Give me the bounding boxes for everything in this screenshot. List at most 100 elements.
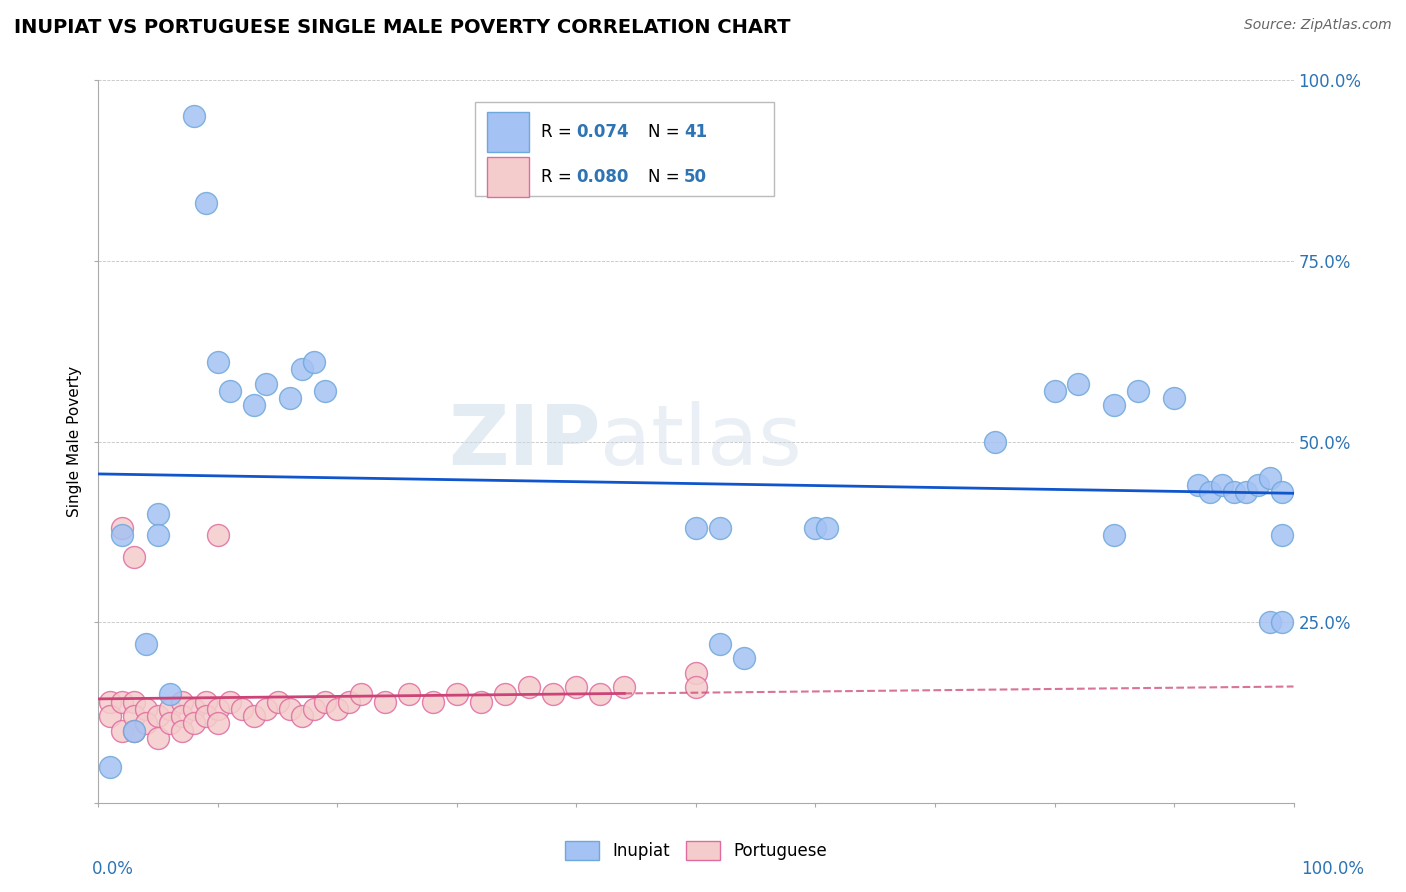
FancyBboxPatch shape <box>486 157 529 197</box>
Text: 50: 50 <box>685 168 707 186</box>
Point <box>207 528 229 542</box>
Point <box>470 695 492 709</box>
FancyBboxPatch shape <box>486 112 529 152</box>
Point <box>111 528 134 542</box>
Point <box>291 362 314 376</box>
Point <box>315 384 337 398</box>
Point <box>339 695 361 709</box>
Point <box>1128 384 1150 398</box>
Point <box>1043 384 1066 398</box>
Point <box>254 376 277 391</box>
Point <box>291 709 314 723</box>
Text: Source: ZipAtlas.com: Source: ZipAtlas.com <box>1244 18 1392 32</box>
Text: 41: 41 <box>685 123 707 141</box>
Point <box>135 716 157 731</box>
Point <box>207 702 229 716</box>
Point <box>589 687 612 701</box>
Point <box>124 709 146 723</box>
Point <box>148 507 170 521</box>
Point <box>219 695 242 709</box>
Point <box>183 716 205 731</box>
Point <box>1258 470 1281 484</box>
Text: 0.0%: 0.0% <box>91 860 134 878</box>
Point <box>159 687 181 701</box>
Point <box>1234 485 1257 500</box>
Point <box>494 687 516 701</box>
Point <box>1271 528 1294 542</box>
Text: N =: N = <box>648 168 685 186</box>
Text: INUPIAT VS PORTUGUESE SINGLE MALE POVERTY CORRELATION CHART: INUPIAT VS PORTUGUESE SINGLE MALE POVERT… <box>14 18 790 37</box>
Text: ZIP: ZIP <box>449 401 600 482</box>
Point <box>254 702 277 716</box>
Point <box>135 637 157 651</box>
Point <box>231 702 253 716</box>
Text: R =: R = <box>541 123 576 141</box>
Point <box>278 391 301 405</box>
Point <box>195 695 218 709</box>
Point <box>815 521 838 535</box>
Point <box>195 709 218 723</box>
Point <box>111 695 134 709</box>
Point <box>302 355 325 369</box>
Point <box>685 521 707 535</box>
Text: 0.074: 0.074 <box>576 123 628 141</box>
Point <box>148 709 170 723</box>
Point <box>1104 528 1126 542</box>
Point <box>98 709 122 723</box>
Point <box>243 398 266 412</box>
Point <box>243 709 266 723</box>
Point <box>1223 485 1246 500</box>
Point <box>195 196 218 211</box>
Point <box>541 687 564 701</box>
Text: N =: N = <box>648 123 685 141</box>
Point <box>1258 615 1281 630</box>
Point <box>984 434 1007 449</box>
Point <box>709 637 731 651</box>
Point <box>315 695 337 709</box>
Point <box>172 723 194 738</box>
Point <box>172 695 194 709</box>
Point <box>709 521 731 535</box>
Point <box>219 384 242 398</box>
Point <box>183 702 205 716</box>
Point <box>98 760 122 774</box>
Point <box>1187 478 1209 492</box>
Point <box>1163 391 1185 405</box>
Point <box>804 521 827 535</box>
Point <box>124 723 146 738</box>
Point <box>565 680 588 694</box>
Point <box>159 716 181 731</box>
Point <box>374 695 396 709</box>
Point <box>326 702 349 716</box>
Point <box>135 702 157 716</box>
Point <box>1199 485 1222 500</box>
Point <box>148 528 170 542</box>
Y-axis label: Single Male Poverty: Single Male Poverty <box>67 366 83 517</box>
Point <box>733 651 755 665</box>
Point <box>159 702 181 716</box>
Point <box>685 680 707 694</box>
Text: atlas: atlas <box>600 401 801 482</box>
Point <box>1104 398 1126 412</box>
Point <box>111 521 134 535</box>
Point <box>207 716 229 731</box>
Text: R =: R = <box>541 168 576 186</box>
Point <box>398 687 420 701</box>
Point <box>1211 478 1233 492</box>
Point <box>302 702 325 716</box>
Point <box>111 723 134 738</box>
Point <box>148 731 170 745</box>
Point <box>1271 615 1294 630</box>
Point <box>1271 485 1294 500</box>
Point <box>517 680 540 694</box>
Point <box>124 695 146 709</box>
Point <box>124 723 146 738</box>
Legend: Inupiat, Portuguese: Inupiat, Portuguese <box>558 834 834 867</box>
Point <box>446 687 468 701</box>
Point <box>685 665 707 680</box>
Point <box>613 680 636 694</box>
Point <box>1247 478 1270 492</box>
Text: 100.0%: 100.0% <box>1301 860 1364 878</box>
FancyBboxPatch shape <box>475 102 773 196</box>
Point <box>422 695 444 709</box>
